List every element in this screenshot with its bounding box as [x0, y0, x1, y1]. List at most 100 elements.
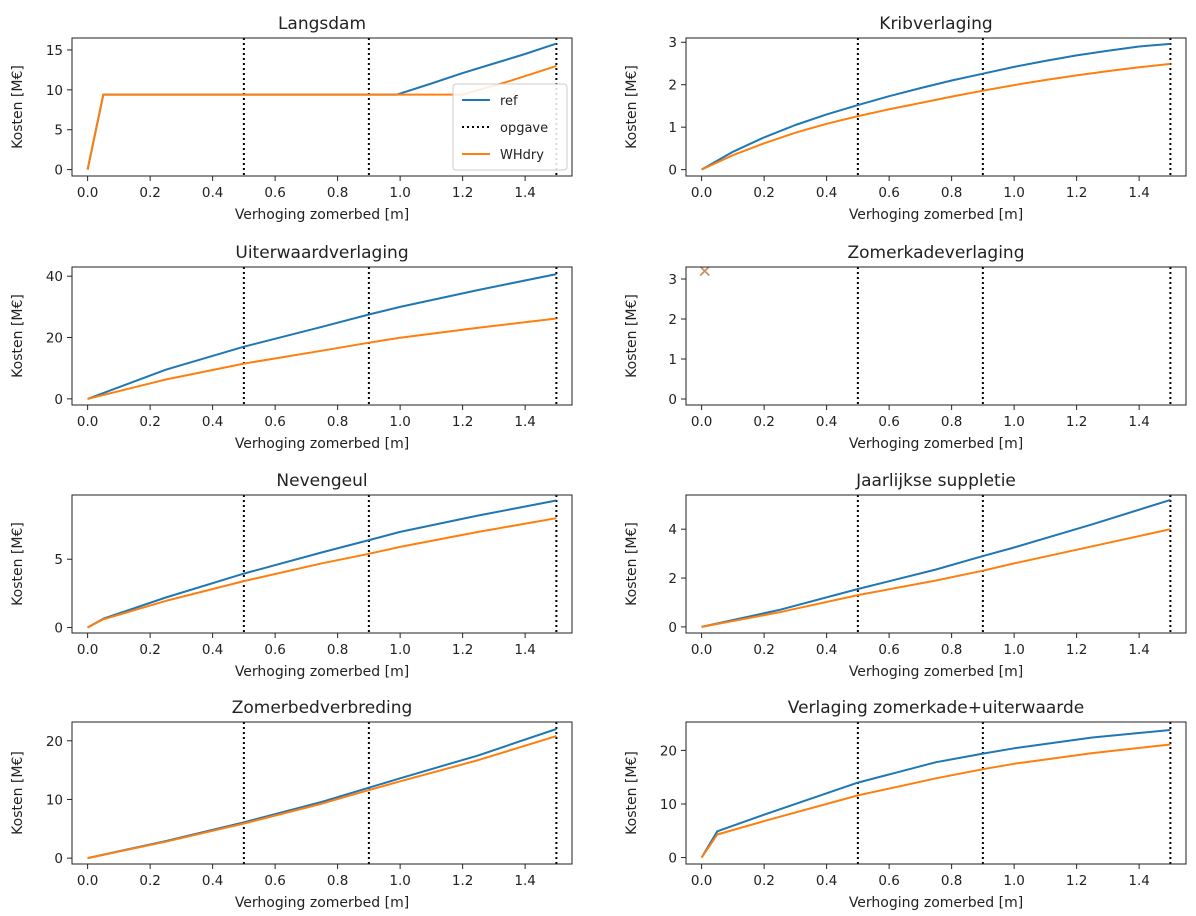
legend-label-ref: ref: [500, 94, 518, 109]
subplot-8: Verlaging zomerkade+uiterwaarde 0.0 0.2 0.4…: [624, 698, 1187, 911]
x-tick-label: 1.4: [1128, 185, 1149, 201]
y-tick-label: 0: [54, 851, 63, 867]
y-axis-label: Kosten [M€]: [624, 522, 640, 606]
y-tick-label: 5: [54, 123, 63, 139]
y-tick-label: 20: [46, 331, 63, 347]
x-tick-label: 1.4: [514, 642, 535, 658]
x-tick-label: 0.8: [941, 642, 962, 658]
x-tick-label: 0.6: [264, 873, 285, 889]
x-tick-label: 0.2: [139, 414, 160, 430]
series-WHdry-line: [701, 62, 1171, 171]
x-tick-label: 1.0: [1003, 642, 1024, 658]
x-tick-label: 0.4: [816, 873, 837, 889]
x-tick-label: 0.4: [816, 185, 837, 201]
y-axis-label: Kosten [M€]: [10, 522, 26, 606]
legend: ref opgave WHdry: [452, 83, 568, 171]
y-tick-label: 0: [54, 621, 63, 637]
y-tick-label: 3: [668, 272, 677, 288]
y-tick-label: 10: [46, 83, 63, 99]
x-tick-label: 1.2: [1066, 414, 1087, 430]
x-tick-label: 1.2: [1066, 185, 1087, 201]
subplot-title: Jaarlijkse suppletie: [855, 471, 1016, 491]
x-tick-label: 1.2: [452, 873, 473, 889]
x-tick-label: 0.2: [139, 642, 160, 658]
x-tick-label: 0.4: [816, 414, 837, 430]
y-tick-label: 0: [668, 620, 677, 636]
series-ref-line: [87, 273, 557, 400]
series-ref-line: [700, 729, 1171, 859]
subplot-4: Zomerkadeverlaging 0.0 0.2 0.4 0.6 0.8 1.0 1.2 1…: [624, 243, 1187, 452]
x-tick-label: 0.2: [139, 185, 160, 201]
legend-label-WHdry: WHdry: [500, 148, 544, 163]
x-tick-label: 0.2: [753, 873, 774, 889]
x-tick-label: 1.4: [1128, 642, 1149, 658]
x-tick-label: 0.4: [202, 873, 223, 889]
y-tick-label: 20: [660, 743, 677, 759]
x-axis-label: Verhoging zomerbed [m]: [849, 895, 1023, 911]
y-axis-label: Kosten [M€]: [10, 751, 26, 835]
y-axis-label: Kosten [M€]: [624, 751, 640, 835]
plot-area: [87, 722, 558, 864]
x-axis-label: Verhoging zomerbed [m]: [849, 207, 1023, 223]
series-WHdry-line: [87, 517, 557, 629]
x-tick-label: 1.0: [1003, 873, 1024, 889]
y-axis-label: Kosten [M€]: [624, 294, 640, 378]
x-tick-label: 0.2: [139, 873, 160, 889]
y-tick-label: 20: [46, 734, 63, 750]
y-axis-label: Kosten [M€]: [624, 65, 640, 149]
x-tick-label: 0.8: [327, 873, 348, 889]
series-WHdry-line: [87, 317, 557, 400]
x-tick-label: 1.2: [452, 414, 473, 430]
x-tick-label: 0.0: [77, 873, 98, 889]
plot-area: [700, 722, 1172, 864]
axes-frame: [71, 494, 573, 634]
series-WHdry-line: [700, 743, 1171, 859]
subplot-title: Kribverlaging: [879, 14, 992, 34]
y-tick-label: 1: [668, 352, 677, 368]
x-tick-label: 1.2: [452, 642, 473, 658]
x-tick-label: 1.4: [1128, 414, 1149, 430]
series-WHdry-line: [86, 64, 557, 170]
subplot-7: Zomerbedverbreding 0.0 0.2 0.4 0.6 0.8 1.0 1.2 1…: [10, 698, 573, 911]
x-tick-label: 0.6: [878, 873, 899, 889]
y-axis-label: Kosten [M€]: [10, 65, 26, 149]
x-tick-label: 1.0: [389, 642, 410, 658]
subplot-title: Zomerbedverbreding: [232, 698, 413, 718]
x-tick-label: 1.2: [1066, 873, 1087, 889]
legend-label-opgave: opgave: [500, 121, 548, 136]
subplot-title: Uiterwaardverlaging: [235, 243, 408, 263]
y-tick-label: 0: [54, 392, 63, 408]
x-axis-label: Verhoging zomerbed [m]: [849, 664, 1023, 680]
x-tick-label: 0.0: [691, 642, 712, 658]
x-tick-label: 1.2: [1066, 642, 1087, 658]
x-tick-label: 1.0: [1003, 185, 1024, 201]
axes-frame: [71, 37, 573, 177]
y-tick-label: 40: [46, 269, 63, 285]
y-tick-label: 3: [668, 35, 677, 51]
axes-frame: [685, 37, 1187, 177]
series-WHdry-point: [699, 267, 710, 277]
subplot-2: Kribverlaging 0.0 0.2 0.4 0.6 0.8 1.0 1.2 1.4 0 1 2…: [624, 14, 1187, 223]
subplot-5: Nevengeul 0.0 0.2 0.4 0.6 0.8 1.0 1.2 1.4 0 5 Verho…: [10, 471, 573, 680]
y-tick-label: 15: [46, 43, 63, 59]
y-tick-label: 0: [54, 163, 63, 179]
plot-area: [701, 495, 1172, 633]
x-tick-label: 0.4: [202, 185, 223, 201]
x-tick-label: 0.8: [941, 185, 962, 201]
x-tick-label: 1.4: [514, 873, 535, 889]
x-tick-label: 0.0: [77, 414, 98, 430]
y-tick-label: 2: [668, 312, 677, 328]
x-tick-label: 0.6: [264, 414, 285, 430]
y-tick-label: 10: [46, 792, 63, 808]
x-tick-label: 0.0: [77, 185, 98, 201]
y-tick-label: 0: [668, 163, 677, 179]
y-tick-label: 10: [660, 797, 677, 813]
x-tick-label: 0.6: [878, 642, 899, 658]
subplot-title: Zomerkadeverlaging: [848, 243, 1025, 263]
x-tick-label: 0.8: [327, 414, 348, 430]
x-tick-label: 1.0: [389, 414, 410, 430]
axes-frame: [71, 721, 573, 865]
y-tick-label: 2: [668, 571, 677, 587]
x-axis-label: Verhoging zomerbed [m]: [235, 436, 409, 452]
series-ref-line: [701, 42, 1171, 171]
